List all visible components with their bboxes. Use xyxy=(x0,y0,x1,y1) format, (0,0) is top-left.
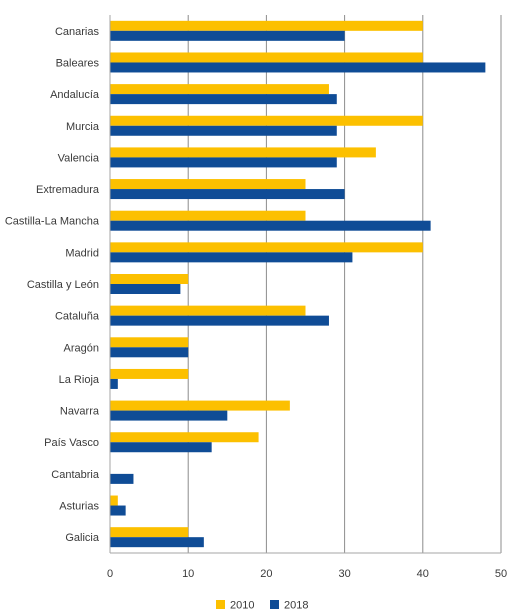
bar-2018 xyxy=(110,125,337,136)
bar-2018 xyxy=(110,473,134,484)
bar-2018 xyxy=(110,315,329,326)
category-label: Aragón xyxy=(64,342,99,354)
bar-2018 xyxy=(110,157,337,168)
bar-2010 xyxy=(110,242,423,253)
bars xyxy=(110,20,486,548)
category-label: Extremadura xyxy=(36,184,100,196)
x-tick-label: 20 xyxy=(260,568,272,580)
bar-2010 xyxy=(110,52,423,63)
category-label: Castilla y León xyxy=(27,279,99,291)
bar-2010 xyxy=(110,305,306,316)
bar-2010 xyxy=(110,179,306,190)
category-label: Murcia xyxy=(66,121,100,133)
category-label: Canarias xyxy=(55,26,100,38)
category-label: Madrid xyxy=(65,247,99,259)
gridlines xyxy=(187,15,502,553)
x-tick-labels: 0 10 20 30 40 50 xyxy=(107,568,507,580)
legend-label: 2010 xyxy=(230,600,254,612)
bar-2010 xyxy=(110,84,329,95)
bar-2018 xyxy=(110,378,118,389)
bar-2010 xyxy=(110,400,290,411)
bar-2018 xyxy=(110,220,431,231)
x-tick-label: 0 xyxy=(107,568,113,580)
bar-2018 xyxy=(110,410,228,421)
bar-2018 xyxy=(110,189,345,200)
category-label: Cantabria xyxy=(51,469,100,481)
bar-2010 xyxy=(110,495,118,506)
bar-2010 xyxy=(110,20,423,31)
legend-swatch-2018 xyxy=(270,600,279,609)
category-label: Cataluña xyxy=(55,311,100,323)
category-label: Navarra xyxy=(60,406,100,418)
x-tick-label: 30 xyxy=(338,568,350,580)
category-label: Asturias xyxy=(59,501,99,513)
bar-2018 xyxy=(110,252,353,263)
bar-2018 xyxy=(110,284,181,294)
bar-2010 xyxy=(110,115,423,126)
category-label: Castilla-La Mancha xyxy=(5,216,100,228)
legend-swatch-2010 xyxy=(216,600,225,609)
bar-2010 xyxy=(110,147,376,158)
bar-2018 xyxy=(110,537,204,548)
bar-2018 xyxy=(110,442,212,453)
bar-2018 xyxy=(110,62,486,73)
category-label: Andalucía xyxy=(50,89,100,101)
legend-label: 2018 xyxy=(284,600,308,612)
bar-2010 xyxy=(110,337,189,348)
category-label: Valencia xyxy=(58,152,100,164)
bar-2010 xyxy=(110,527,189,538)
bar-2018 xyxy=(110,505,126,516)
bar-2010 xyxy=(110,210,306,221)
x-tick-label: 40 xyxy=(417,568,429,580)
bar-2010 xyxy=(110,274,189,284)
legend: 2010 2018 xyxy=(216,600,308,612)
x-tick-label: 10 xyxy=(182,568,194,580)
bar-2010 xyxy=(110,432,259,443)
bar-2010 xyxy=(110,368,189,379)
category-label: Galicia xyxy=(65,532,100,544)
category-labels: Canarias Baleares Andalucía Murcia Valencia E… xyxy=(5,26,100,544)
x-tick-label: 50 xyxy=(495,568,507,580)
category-label: Baleares xyxy=(56,57,100,69)
bar-2018 xyxy=(110,30,345,41)
category-label: La Rioja xyxy=(59,374,100,386)
category-label: País Vasco xyxy=(44,437,99,449)
bar-2018 xyxy=(110,347,189,358)
bar-2018 xyxy=(110,94,337,105)
